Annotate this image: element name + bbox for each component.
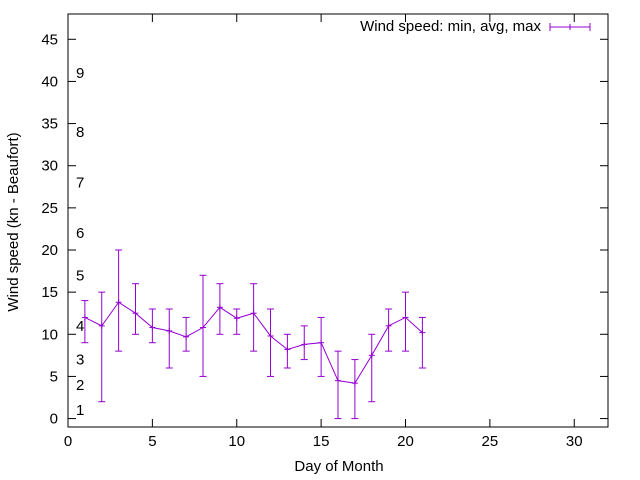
legend: Wind speed: min, avg, max — [360, 18, 591, 35]
beaufort-scale-labels: 1 2 3 4 5 6 7 8 9 — [76, 65, 84, 419]
data-point — [301, 341, 308, 348]
data-point — [419, 329, 426, 336]
beaufort-label: 5 — [76, 267, 84, 284]
data-point — [183, 333, 190, 340]
y-axis-label: Wind speed (kn - Beaufort) — [5, 132, 22, 311]
data-point — [166, 327, 173, 334]
data-point — [267, 332, 274, 339]
plot-border — [67, 13, 609, 428]
y-tick-label: 0 — [50, 411, 58, 428]
y-tick-label: 25 — [41, 200, 58, 217]
x-tick-label: 15 — [313, 433, 330, 450]
x-tick-label: 10 — [228, 433, 245, 450]
data-point — [385, 322, 392, 329]
data-point — [368, 352, 375, 359]
data-point — [200, 324, 206, 331]
beaufort-label: 4 — [76, 318, 84, 335]
beaufort-label: 8 — [76, 124, 84, 141]
data-point — [402, 314, 409, 321]
data-point — [284, 346, 291, 353]
legend-entry-sample — [549, 23, 591, 31]
data-point — [351, 380, 358, 387]
x-tick-label: 30 — [566, 433, 583, 450]
data-point — [216, 304, 223, 311]
y-tick-label: 15 — [41, 284, 58, 301]
data-point — [98, 322, 105, 329]
y-tick-label: 35 — [41, 116, 58, 133]
plot-frame — [67, 13, 609, 428]
x-tick-label: 0 — [64, 433, 72, 450]
beaufort-label: 3 — [76, 352, 84, 369]
data-point — [115, 299, 122, 306]
data-point — [318, 339, 325, 346]
x-tick-label: 25 — [482, 433, 499, 450]
y-tick-label: 5 — [50, 368, 58, 385]
y-tick-label: 40 — [41, 73, 58, 90]
data-point — [250, 310, 257, 317]
beaufort-label: 7 — [76, 175, 84, 192]
data-point — [233, 315, 240, 322]
legend-entry-label: Wind speed: min, avg, max — [360, 18, 541, 35]
y-tick-label: 45 — [41, 31, 58, 48]
beaufort-label: 1 — [76, 402, 84, 419]
y-tick-label: 10 — [41, 326, 58, 343]
y-tick-label: 20 — [41, 242, 58, 259]
data-point — [81, 314, 88, 321]
y-tick-label: 30 — [41, 158, 58, 175]
data-point — [132, 310, 139, 317]
x-axis-ticks: 0 5 10 15 20 25 30 — [64, 14, 583, 450]
beaufort-label: 2 — [76, 377, 84, 394]
series-layer — [81, 249, 426, 420]
data-point — [149, 324, 156, 331]
data-point — [335, 377, 341, 384]
x-tick-label: 5 — [148, 433, 156, 450]
beaufort-label: 9 — [76, 65, 84, 82]
x-axis-label: Day of Month — [294, 458, 383, 475]
x-tick-label: 20 — [397, 433, 414, 450]
beaufort-label: 6 — [76, 225, 84, 242]
